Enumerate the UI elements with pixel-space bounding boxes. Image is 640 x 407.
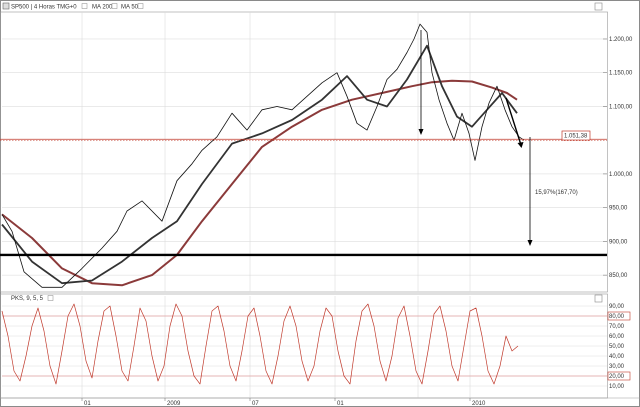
stoch-title: PKS, 9, 5, 5 [11,296,44,302]
stoch-ytick-label-5: 40,00 [609,354,625,360]
price-ytick-label-0: 1.200,00 [609,37,633,43]
current-value-box: 1.051,38 [561,130,591,141]
price-y-axis: 1.200,00 1.150,00 1.100,00 1.000,00 950,00 90… [603,37,633,279]
ma200-close-icon[interactable] [111,3,118,9]
price-grid [2,12,607,292]
target-arrowhead [527,240,533,246]
drop-marker-right-arrowhead [517,142,524,148]
drop-marker-right [505,97,522,146]
stoch-ytick-label-7: 20,00 [609,374,625,380]
stoch-level-box-80 [607,311,631,321]
price-ytick-label-1: 1.150,00 [609,71,633,77]
stoch-ytick-label-4: 50,00 [609,344,625,350]
price-pane: 15,97%(167,70) 1.200,001.150,001.100,001… [0,11,633,293]
price-ytick-label-3: 1.000,00 [609,172,633,178]
stoch-y-axis: 90,00 80,00 70,00 60,00 50,00 40,00 30,00 20,00… [607,304,631,390]
price-levels-layer [0,138,607,257]
price-annotation-layer: 15,97%(167,70) [418,30,578,246]
header-bar: SP500 | 4 Horas TMG+0 MA 200 MA 50 [2,2,603,11]
stoch-ytick-label-6: 30,00 [609,364,625,370]
x-axis: 01 2009 07 01 2010 [0,397,640,407]
stoch-series-layer [1,303,519,385]
percent-drop-annotation: 15,97%(167,70) [535,190,578,196]
symbol-icon[interactable] [2,2,10,10]
x-tick-label-4: 2010 [472,401,486,407]
x-tick-label-0: 01 [84,401,91,407]
stoch-ytick-label-2: 70,00 [609,324,625,330]
stoch-ytick-label-0: 90,00 [609,304,625,310]
stoch-close-icon[interactable] [47,295,54,301]
x-tick-label-1: 2009 [167,401,181,407]
symbol-close-icon[interactable] [81,3,88,9]
price-series-layer [1,23,525,288]
x-tick-label-3: 01 [337,401,344,407]
price-pane-menu-icon[interactable] [594,2,603,11]
stochastic-pane: PKS, 9, 5, 5 90,00 80,00 70,00 60,00 50,00 40… [0,293,631,399]
ma200-label: MA 200 [92,5,113,11]
stoch-pane-menu-icon[interactable] [594,294,603,303]
stoch-ytick-label-3: 60,00 [609,334,625,340]
price-ytick-label-2: 1.100,00 [609,104,633,110]
ma50-close-icon[interactable] [137,3,144,9]
stoch-level-box-20 [607,371,631,381]
current-value-label: 1.051,38 [564,134,588,140]
drop-marker-left-arrowhead [418,129,424,135]
current-value-bg [561,130,591,141]
price-pane-border [0,11,608,293]
price-ytick-label-4: 950,00 [609,206,628,212]
price-ytick-label-5: 900,00 [609,239,628,245]
price-ytick-label-6: 850,00 [609,273,628,279]
x-tick-label-2: 07 [252,401,259,407]
ma50-label: MA 50 [121,5,139,11]
stoch-ytick-label-1: 80,00 [609,314,625,320]
stoch-ytick-label-8: 10,00 [609,384,625,390]
symbol-label: SP500 | 4 Horas TMG+0 [11,5,77,11]
